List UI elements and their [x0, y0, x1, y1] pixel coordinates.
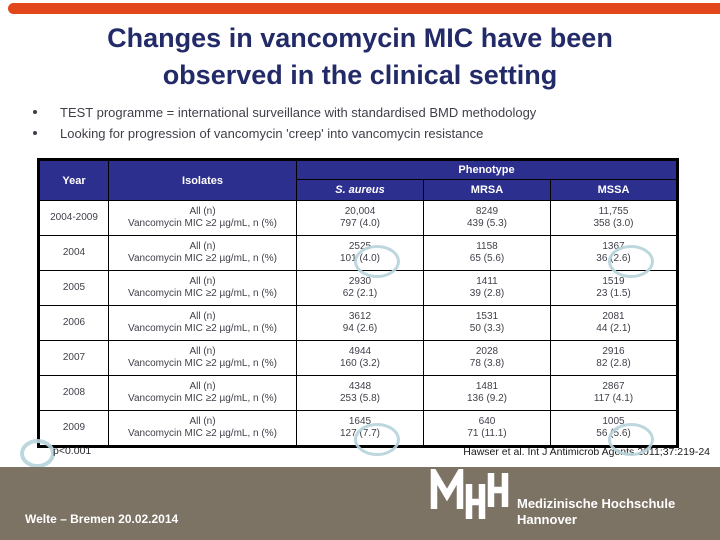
s-aureus-cell: 3612 94 (2.6) — [296, 305, 424, 341]
mrsa-cell: 1158 65 (5.6) — [423, 235, 551, 271]
mrsa-cell: 1531 50 (3.3) — [423, 305, 551, 341]
table-row: 2004 All (n) Vancomycin MIC ≥2 µg/mL, n … — [38, 235, 679, 278]
mssa-cell: 2081 44 (2.1) — [549, 305, 679, 341]
s-aureus-cell: 4348 253 (5.8) — [296, 375, 424, 411]
bullet-text: Looking for progression of vancomycin 'c… — [60, 126, 484, 141]
isolates-cell: All (n) Vancomycin MIC ≥2 µg/mL, n (%) — [108, 235, 297, 271]
table-header: Year Isolates Phenotype S. aureus MRSA M… — [38, 159, 679, 201]
s-aureus-cell: 1645 127 (7.7) — [296, 410, 424, 456]
bullet-dot-icon — [33, 131, 37, 135]
presenter-date: Welte – Bremen 20.02.2014 — [25, 512, 179, 526]
column-header-year: Year — [38, 159, 109, 201]
s-aureus-cell: 2525 101 (4.0) — [296, 235, 424, 278]
table-row: 2009 All (n) Vancomycin MIC ≥2 µg/mL, n … — [38, 410, 679, 456]
isolates-cell: All (n) Vancomycin MIC ≥2 µg/mL, n (%) — [108, 410, 297, 447]
isolates-cell: All (n) Vancomycin MIC ≥2 µg/mL, n (%) — [108, 200, 297, 236]
mssa-cell: 2916 82 (2.8) — [549, 340, 679, 376]
mssa-cell: 1367 36 (2.6) — [549, 235, 679, 278]
isolates-cell: All (n) Vancomycin MIC ≥2 µg/mL, n (%) — [108, 305, 297, 341]
column-header-mssa: MSSA — [549, 179, 679, 201]
column-header-s-aureus: S. aureus — [296, 179, 424, 201]
year-cell: 2004 — [38, 235, 109, 271]
year-cell: 2004-2009 — [38, 200, 109, 236]
mssa-cell: 11,755 358 (3.0) — [549, 200, 679, 236]
table-row: 2005 All (n) Vancomycin MIC ≥2 µg/mL, n … — [38, 270, 679, 306]
year-cell: 2006 — [38, 305, 109, 341]
mrsa-cell: 1481 136 (9.2) — [423, 375, 551, 411]
column-header-isolates: Isolates — [108, 159, 297, 201]
mrsa-cell: 2028 78 (3.8) — [423, 340, 551, 376]
mhh-logo-icon — [430, 469, 509, 519]
mrsa-cell: 8249 439 (5.3) — [423, 200, 551, 236]
footer-bar: Welte – Bremen 20.02.2014 Medizinische H… — [0, 467, 720, 540]
title-line-2: observed in the clinical setting — [162, 60, 558, 90]
highlight-circle — [20, 439, 55, 468]
isolates-cell: All (n) Vancomycin MIC ≥2 µg/mL, n (%) — [108, 340, 297, 376]
year-cell: 2007 — [38, 340, 109, 376]
bullet-dot-icon — [33, 110, 37, 114]
table-row: 2004-2009 All (n) Vancomycin MIC ≥2 µg/m… — [38, 200, 679, 236]
accent-bar — [8, 3, 720, 14]
s-aureus-cell: 2930 62 (2.1) — [296, 270, 424, 306]
bullet-item: TEST programme = international surveilla… — [30, 105, 695, 120]
mssa-cell: 1519 23 (1.5) — [549, 270, 679, 306]
institution-name: Medizinische Hochschule Hannover — [517, 496, 676, 527]
bullet-list: TEST programme = international surveilla… — [30, 105, 695, 147]
year-cell: 2005 — [38, 270, 109, 306]
column-header-phenotype: Phenotype — [295, 159, 679, 180]
table-row: 2006 All (n) Vancomycin MIC ≥2 µg/mL, n … — [38, 305, 679, 341]
mssa-cell: 1005 56 (5.6) — [549, 410, 679, 456]
s-aureus-cell: 20,004 797 (4.0) — [296, 200, 424, 236]
title-line-1: Changes in vancomycin MIC have been — [107, 23, 613, 53]
column-header-mrsa: MRSA — [423, 179, 551, 201]
citation: Hawser et al. Int J Antimicrob Agents 20… — [463, 446, 710, 458]
s-aureus-cell: 4944 160 (3.2) — [296, 340, 424, 376]
year-cell: 2009 — [38, 410, 109, 447]
mssa-cell: 2867 117 (4.1) — [549, 375, 679, 411]
isolates-cell: All (n) Vancomycin MIC ≥2 µg/mL, n (%) — [108, 375, 297, 411]
page-title: Changes in vancomycin MIC have been obse… — [0, 20, 720, 94]
table-row: 2007 All (n) Vancomycin MIC ≥2 µg/mL, n … — [38, 340, 679, 376]
mrsa-cell: 640 71 (11.1) — [423, 410, 551, 447]
p-value-footnote: p<0.001 — [53, 445, 92, 457]
table-row: 2008 All (n) Vancomycin MIC ≥2 µg/mL, n … — [38, 375, 679, 411]
mrsa-cell: 1411 39 (2.8) — [423, 270, 551, 306]
bullet-item: Looking for progression of vancomycin 'c… — [30, 126, 695, 141]
year-cell: 2008 — [38, 375, 109, 411]
bullet-text: TEST programme = international surveilla… — [60, 105, 537, 120]
vancomycin-mic-table: Year Isolates Phenotype S. aureus MRSA M… — [37, 158, 680, 456]
isolates-cell: All (n) Vancomycin MIC ≥2 µg/mL, n (%) — [108, 270, 297, 306]
